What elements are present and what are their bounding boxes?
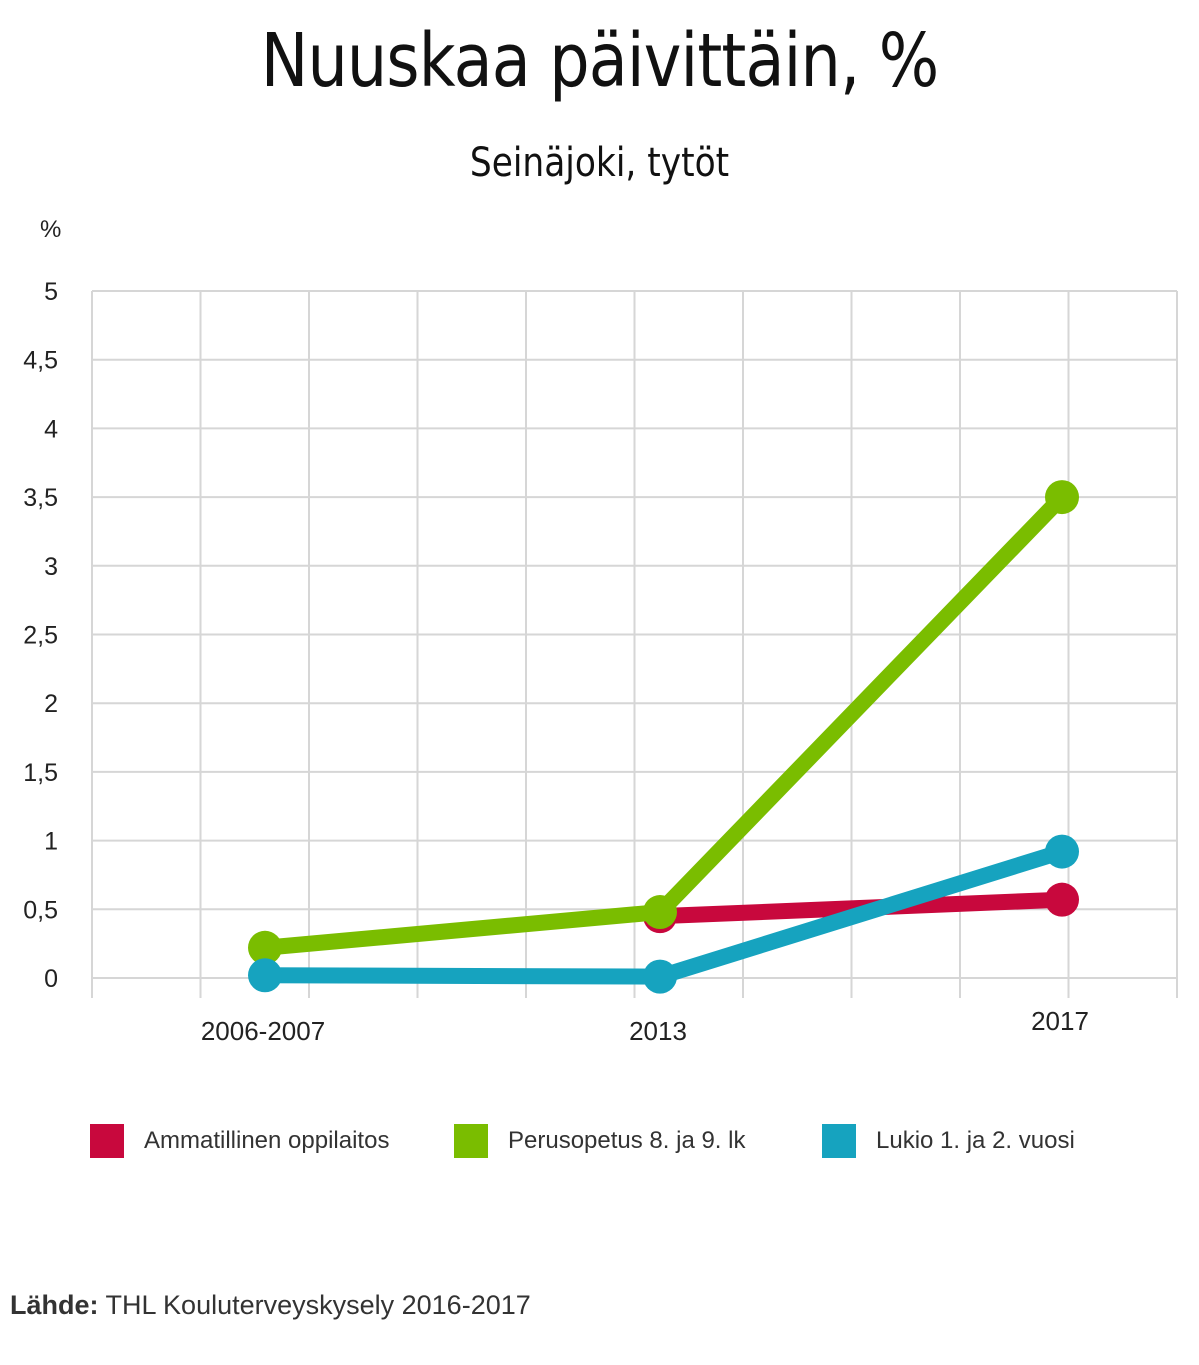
y-axis-unit-label: % (40, 216, 62, 243)
legend-swatch (822, 1124, 856, 1158)
y-tick-label: 2,5 (23, 622, 58, 650)
x-tick-label: 2006-2007 (201, 1016, 325, 1046)
series-1 (248, 480, 1079, 965)
legend-swatch (90, 1124, 124, 1158)
x-tick-label: 2013 (629, 1016, 687, 1046)
legend-label: Ammatillinen oppilaitos (144, 1127, 390, 1154)
x-axis-ticks: 2006-2007 2013 2017 (201, 1006, 1089, 1046)
legend-item-lukio: Lukio 1. ja 2. vuosi (822, 1124, 1075, 1158)
y-tick-label: 3,5 (23, 484, 58, 512)
y-tick-label: 4,5 (23, 347, 58, 375)
data-point (1045, 834, 1079, 869)
y-tick-label: 3 (44, 553, 58, 581)
y-tick-label: 0,5 (23, 896, 58, 924)
chart-subtitle: Seinäjoki, tytöt (469, 140, 730, 186)
data-point (1045, 480, 1079, 515)
y-axis-ticks: 0 0,5 1 1,5 2 2,5 3 3,5 4 4,5 5 (23, 278, 58, 993)
legend-label: Perusopetus 8. ja 9. lk (508, 1127, 746, 1154)
chart-title: Nuuskaa päivittäin, % (260, 18, 939, 104)
legend-swatch (454, 1124, 488, 1158)
y-tick-label: 1,5 (23, 759, 58, 787)
y-tick-label: 0 (44, 965, 58, 993)
series-line (257, 489, 1070, 956)
legend-label: Lukio 1. ja 2. vuosi (876, 1127, 1075, 1154)
data-point (643, 895, 677, 930)
y-tick-label: 4 (44, 415, 58, 443)
series-2 (248, 834, 1079, 994)
series-lines (248, 480, 1079, 994)
source-note: Lähde: THL Kouluterveyskysely 2016-2017 (10, 1290, 531, 1321)
y-tick-label: 5 (44, 278, 58, 306)
source-text: THL Kouluterveyskysely 2016-2017 (105, 1290, 531, 1320)
x-tick-label: 2017 (1031, 1006, 1089, 1036)
legend-item-ammatillinen: Ammatillinen oppilaitos (90, 1124, 389, 1158)
data-point (248, 930, 282, 965)
data-point (1045, 882, 1079, 917)
data-point (248, 958, 282, 993)
y-tick-label: 2 (44, 690, 58, 718)
data-point (643, 959, 677, 994)
legend-item-perusopetus: Perusopetus 8. ja 9. lk (454, 1124, 745, 1158)
y-tick-label: 1 (44, 828, 58, 856)
source-label: Lähde: (10, 1290, 99, 1320)
grid (91, 290, 1178, 998)
